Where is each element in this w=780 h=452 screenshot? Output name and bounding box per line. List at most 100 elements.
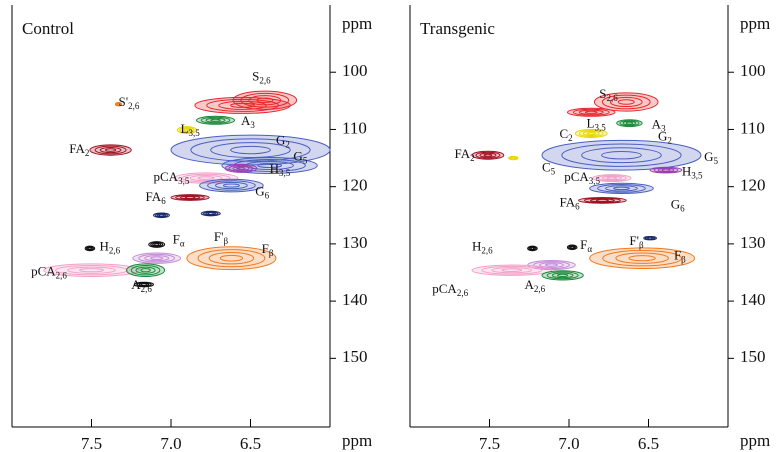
label-text: C <box>559 126 568 141</box>
label-text: L <box>586 115 594 130</box>
contour <box>79 268 104 273</box>
y-tick-label: 130 <box>740 233 766 252</box>
contour <box>601 150 642 160</box>
label-sub: 2,6 <box>534 284 546 294</box>
label-text: A <box>131 277 141 292</box>
contour <box>606 176 618 180</box>
contour <box>479 152 497 158</box>
contour <box>207 212 214 216</box>
contour <box>207 180 256 191</box>
contour <box>491 267 533 274</box>
contour <box>530 246 535 250</box>
label-text: G <box>293 148 302 163</box>
contour <box>528 246 537 251</box>
label-sub: 5 <box>551 166 556 176</box>
label-sub: 2,6 <box>606 93 618 103</box>
label-text: pCA <box>432 281 457 296</box>
label-sub: 6 <box>265 190 270 200</box>
label-sub: 2,6 <box>128 101 140 111</box>
contour <box>653 167 679 173</box>
label-sub: 2,6 <box>141 284 153 294</box>
label-text: G <box>671 197 680 212</box>
x-tick-label: 7.0 <box>558 434 579 452</box>
contour <box>648 236 653 240</box>
peak-label: C5 <box>542 159 556 176</box>
label-sub: 2 <box>285 140 290 150</box>
label-sub: β <box>639 240 644 250</box>
contour <box>617 99 635 105</box>
contour <box>230 102 255 108</box>
contour <box>589 247 696 269</box>
x-axis-label: ppm <box>740 431 770 450</box>
contour <box>181 127 193 133</box>
contour <box>483 153 493 157</box>
peak-label: G6 <box>255 183 269 200</box>
label-text: H <box>472 238 481 253</box>
contour <box>99 146 122 154</box>
contour <box>601 94 651 110</box>
label-text: H <box>682 163 691 178</box>
contour <box>578 129 604 137</box>
contour <box>184 128 190 132</box>
contour <box>85 246 94 251</box>
y-axis-label: ppm <box>740 14 770 33</box>
contour <box>117 102 121 106</box>
label-sub: α <box>180 239 185 249</box>
peak-label: Fα <box>580 237 592 254</box>
peak-label: A3 <box>241 113 255 130</box>
contour <box>150 256 164 260</box>
y-tick-label: 120 <box>342 176 368 195</box>
contour <box>601 175 622 181</box>
contour <box>236 166 246 170</box>
x-tick-label: 7.0 <box>160 434 181 452</box>
contour <box>150 241 164 248</box>
label-text: G <box>255 183 264 198</box>
label-sub: 3,5 <box>188 128 200 138</box>
contour <box>539 262 564 268</box>
contour <box>584 110 598 114</box>
contour <box>619 120 640 127</box>
contour <box>586 131 596 135</box>
contour <box>88 246 92 250</box>
label-text: F <box>173 231 180 246</box>
panel: Transgenic ppm ppm 100 110 120 130 140 150 7.5 7.0… <box>409 5 770 452</box>
label-text: H <box>99 238 108 253</box>
y-axis-label: ppm <box>342 14 372 33</box>
label-text: C <box>542 159 551 174</box>
label-text: pCA <box>154 169 179 184</box>
label-sub: 2,6 <box>109 245 121 255</box>
contour <box>582 130 600 136</box>
contour <box>189 175 223 182</box>
panel-title: Control <box>22 19 74 38</box>
peak-label: Fα <box>173 231 185 248</box>
contour <box>230 145 271 155</box>
label-text: pCA <box>564 169 589 184</box>
contour <box>481 265 543 275</box>
label-sub: β <box>681 255 686 265</box>
peak-label: S2,6 <box>252 68 271 85</box>
peak-label: C2 <box>559 126 572 143</box>
contour <box>154 242 160 246</box>
label-sub: 3,5 <box>589 176 601 186</box>
peak-label: H3,5 <box>270 161 291 178</box>
contour <box>190 138 311 162</box>
peak-label: FA6 <box>146 189 167 206</box>
contour <box>568 245 577 250</box>
contour <box>158 213 164 217</box>
contour <box>501 268 523 272</box>
contour <box>545 263 558 267</box>
contour <box>184 196 196 200</box>
contour <box>179 126 195 134</box>
peak-label: A2,6 <box>131 277 152 294</box>
contour <box>546 271 579 280</box>
contour <box>154 213 168 218</box>
y-tick-label: 130 <box>342 233 368 252</box>
label-sub: 5 <box>303 156 308 166</box>
x-tick-label: 6.5 <box>638 434 659 452</box>
contour <box>561 143 682 167</box>
contour <box>511 156 516 160</box>
peak-label: A3 <box>652 116 666 133</box>
contour <box>593 92 659 112</box>
label-sub: 3,5 <box>178 176 190 186</box>
